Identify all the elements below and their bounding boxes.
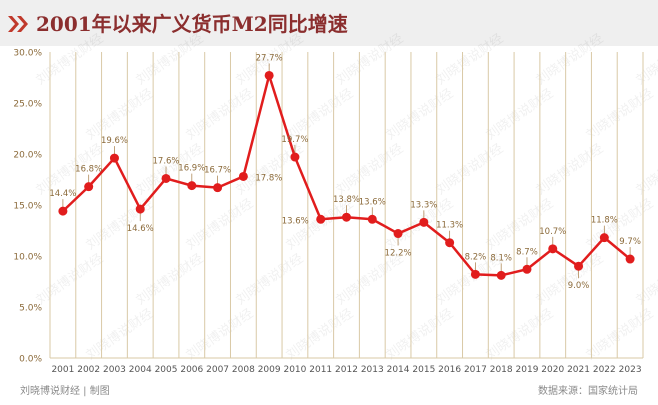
x-tick-label: 2004	[129, 365, 152, 375]
data-label: 14.4%	[49, 189, 76, 199]
data-label: 8.1%	[490, 253, 512, 263]
data-point	[342, 212, 351, 222]
chart-title: 2001年以来广义货币M2同比增速	[36, 12, 348, 36]
x-tick-label: 2007	[206, 365, 229, 375]
footer-credit: 刘晓博说财经 | 制图	[20, 386, 110, 397]
data-point	[625, 254, 635, 264]
footer-source: 数据来源：国家统计局	[538, 386, 638, 397]
data-label: 13.6%	[359, 197, 386, 207]
data-label: 19.7%	[281, 135, 308, 145]
data-point	[574, 261, 584, 271]
x-tick-label: 2006	[180, 365, 203, 375]
x-tick-label: 2008	[232, 365, 255, 375]
data-label: 12.2%	[385, 249, 412, 259]
data-point	[445, 238, 455, 248]
vertical-gridlines	[49, 52, 644, 358]
x-tick-label: 2010	[283, 365, 306, 375]
data-point	[496, 270, 506, 280]
x-tick-label: 2003	[103, 365, 126, 375]
data-label: 10.7%	[539, 227, 566, 237]
x-tick-label: 2005	[155, 365, 178, 375]
x-tick-label: 2023	[619, 365, 642, 375]
data-label: 9.0%	[568, 281, 590, 291]
data-label: 11.8%	[591, 216, 618, 226]
data-point	[522, 264, 532, 274]
data-point	[393, 229, 403, 239]
data-point	[599, 233, 609, 243]
x-axis: 2001 2002 2003 2004 2005 2006 2007 2008 2009 2010…	[51, 365, 641, 375]
data-point	[84, 182, 94, 192]
data-label: 16.7%	[204, 166, 231, 176]
y-tick-label: 25.0%	[13, 100, 42, 110]
data-label: 13.6%	[282, 216, 309, 226]
data-label: 19.6%	[101, 136, 128, 146]
data-point	[419, 217, 429, 227]
m2-series: 14.4% 16.8% 19.6% 14.6% 17.6%16.9%16.7% 17.8%…	[49, 53, 641, 291]
x-tick-label: 2009	[258, 365, 281, 375]
x-tick-label: 2002	[77, 365, 100, 375]
x-tick-label: 2021	[567, 365, 590, 375]
x-tick-label: 2015	[412, 365, 435, 375]
data-label: 27.7%	[256, 53, 283, 63]
data-label: 8.2%	[465, 252, 487, 262]
data-label: 14.6%	[127, 224, 154, 234]
data-point	[470, 269, 480, 279]
data-point	[109, 153, 119, 163]
data-label: 17.6%	[153, 156, 180, 166]
y-tick-label: 30.0%	[13, 49, 42, 59]
y-tick-label: 10.0%	[13, 253, 42, 263]
x-tick-label: 2016	[438, 365, 461, 375]
x-tick-label: 2018	[490, 365, 513, 375]
x-tick-label: 2001	[51, 365, 74, 375]
data-point	[548, 244, 558, 254]
title-chevron-icon	[8, 16, 28, 32]
data-label: 13.3%	[410, 200, 437, 210]
x-tick-label: 2014	[387, 365, 410, 375]
y-tick-label: 5.0%	[19, 304, 42, 314]
data-point	[238, 171, 248, 181]
data-label: 9.7%	[619, 237, 641, 247]
data-label: 11.3%	[436, 221, 463, 231]
x-tick-label: 2017	[464, 365, 487, 375]
data-label: 17.8%	[255, 173, 282, 183]
data-point	[316, 214, 326, 224]
data-point	[58, 206, 68, 216]
data-label: 16.8%	[75, 165, 102, 175]
data-point	[367, 214, 377, 224]
title-band	[0, 0, 658, 46]
data-label: 16.9%	[178, 164, 205, 174]
data-point	[187, 181, 197, 191]
y-axis: 0.0% 5.0% 10.0% 15.0% 20.0% 25.0% 30.0%	[13, 49, 643, 365]
data-label: 13.8%	[333, 195, 360, 205]
data-point	[213, 183, 223, 193]
data-point	[135, 204, 145, 214]
x-tick-label: 2022	[593, 365, 616, 375]
x-tick-label: 2013	[361, 365, 384, 375]
y-tick-label: 15.0%	[13, 202, 42, 212]
y-tick-label: 20.0%	[13, 151, 42, 161]
data-point	[290, 152, 300, 162]
x-tick-label: 2019	[516, 365, 539, 375]
y-tick-label: 0.0%	[19, 355, 42, 365]
data-point	[264, 70, 274, 80]
x-tick-label: 2011	[309, 365, 332, 375]
data-point	[161, 173, 171, 183]
data-label: 8.7%	[516, 247, 538, 257]
x-tick-label: 2020	[541, 365, 564, 375]
x-tick-label: 2012	[335, 365, 358, 375]
